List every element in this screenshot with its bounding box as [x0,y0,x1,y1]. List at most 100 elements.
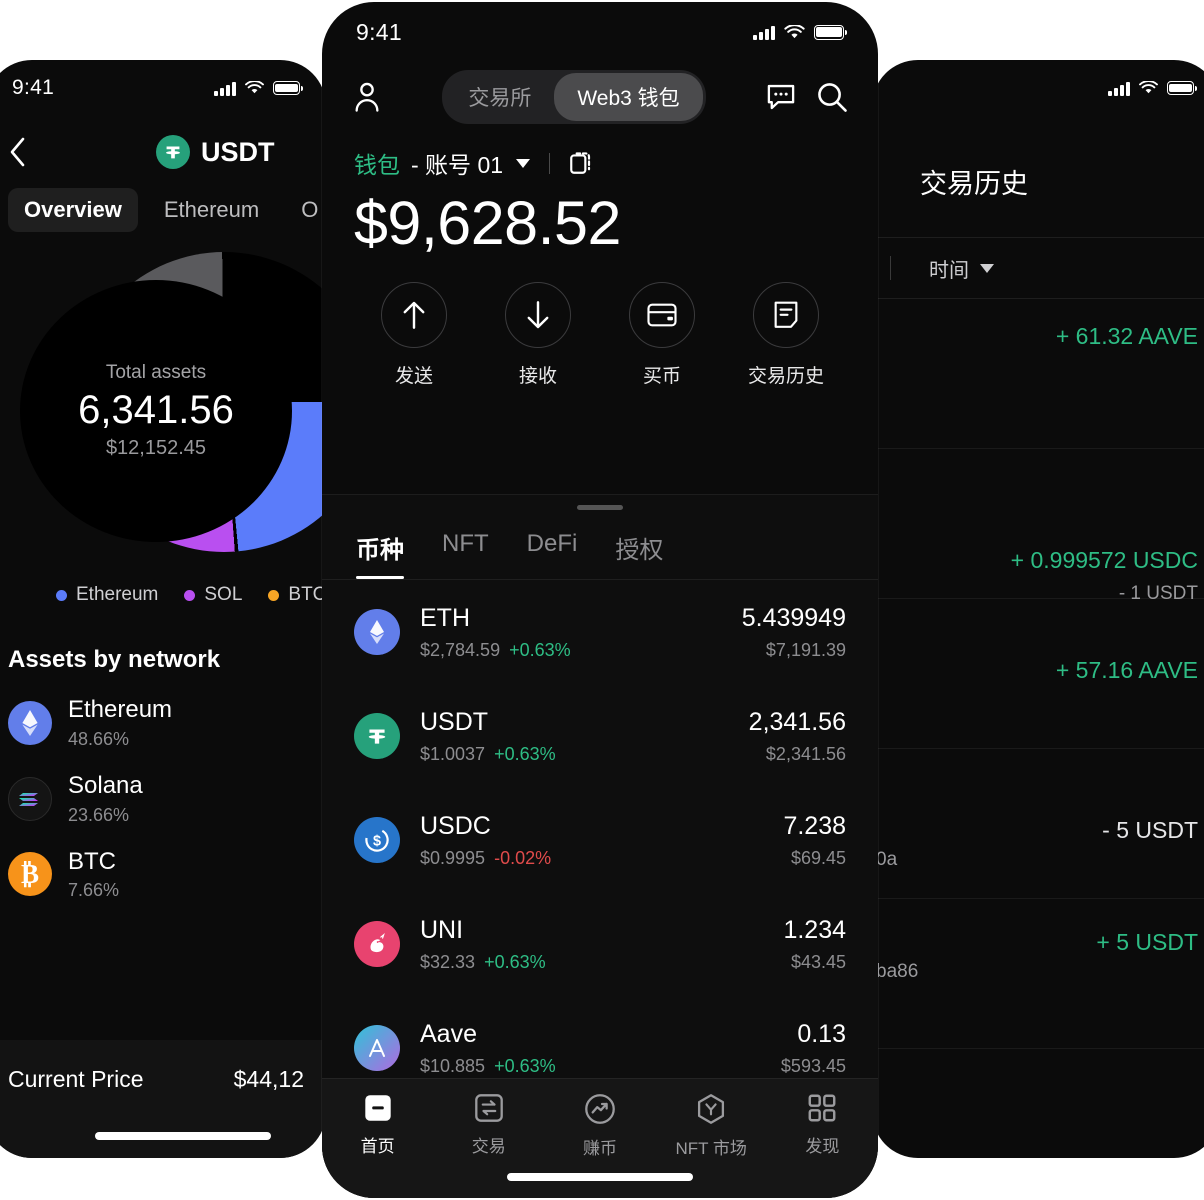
nft-icon [698,1094,725,1124]
left-title-text: USDT [201,136,275,167]
action-history[interactable]: 交易历史 [724,281,848,388]
left-tab-ethereum[interactable]: Ethereum [163,197,260,222]
network-row-ethereum[interactable]: Ethereum 48.66% [0,674,326,750]
tab-nft[interactable]: NFT [442,530,489,557]
status-icons [1108,81,1197,96]
token-row-aave[interactable]: Aave $10.885 +0.63% 0.13 $593.45 [354,996,846,1100]
sheet-grabber[interactable] [577,505,623,510]
network-text: BTC 7.66% [68,848,119,902]
token-list: ETH $2,784.59 +0.63% 5.439949 $7,191.39 [322,580,878,1100]
btc-icon: ₿ [8,852,52,897]
token-symbol: USDT [420,708,489,737]
legend-dot-icon [184,589,196,601]
donut-legend: Ethereum SOL BTC [0,576,326,606]
token-value: $7,191.39 [765,639,846,660]
chevron-left-icon[interactable] [8,136,28,168]
mode-segmented-control: 交易所 Web3 钱包 [442,70,706,124]
network-row-solana[interactable]: Solana 23.66% [0,750,326,826]
tab-approvals[interactable]: 授权 [615,537,664,564]
tabbar-label: 交易 [471,1137,506,1156]
token-row-usdt[interactable]: USDT $1.0037 +0.63% 2,341.56 $2,341.56 [354,684,846,788]
wifi-icon [245,81,264,94]
tx-amount: + 0.999572 USDC [1010,547,1198,573]
tabbar-label: 发现 [805,1137,840,1156]
bottom-tab-bar: 首页 交易 [322,1078,878,1198]
network-name: Ethereum [68,696,173,723]
token-subline: $0.9995 -0.02% [420,848,783,869]
tabbar-item-discover[interactable]: 发现 [767,1093,878,1157]
token-row-uni[interactable]: UNI $32.33 +0.63% 1.234 $43.45 [354,892,846,996]
wallet-selector[interactable]: 钱包 - 账号 01 [322,124,878,180]
left-header: USDT [0,116,326,172]
right-phone-screen: 交易历史 时间 + 61.32 AAVE + 0.999572 USDC - 1… [872,60,1204,1158]
token-row-usdc[interactable]: $ USDC $0.9995 -0.02% 7.238 $ [354,788,846,892]
left-tab-other[interactable]: O [301,197,319,222]
token-row-eth[interactable]: ETH $2,784.59 +0.63% 5.439949 $7,191.39 [354,580,846,684]
tabbar-item-trade[interactable]: 交易 [433,1093,544,1157]
action-label: 买币 [642,365,681,387]
table-row[interactable]: + 5 USDT ba86 [872,899,1204,1049]
token-value: $2,341.56 [765,743,846,764]
person-icon[interactable] [352,81,382,113]
filter-time[interactable]: 时间 [929,254,994,283]
table-row[interactable]: + 57.16 AAVE [872,599,1204,749]
filter-separator [890,256,891,280]
tx-amount: + 5 USDT [1096,929,1198,955]
tabbar-label: NFT 市场 [675,1139,747,1158]
arrow-down-icon [505,281,571,348]
segment-web3-wallet[interactable]: Web3 钱包 [554,73,703,121]
action-send[interactable]: 发送 [352,281,476,388]
tab-defi[interactable]: DeFi [526,530,578,557]
tx-amount: - 5 USDT [1102,817,1198,843]
tab-coins[interactable]: 币种 [356,530,404,579]
tabbar-item-home[interactable]: 首页 [322,1093,433,1157]
wifi-icon [784,24,805,38]
copy-icon[interactable] [569,150,593,176]
network-row-btc[interactable]: ₿ BTC 7.66% [0,826,326,902]
search-icon[interactable] [816,81,848,113]
history-filter-bar: 时间 [872,237,1204,299]
table-row[interactable]: - 5 USDT 0a [872,749,1204,899]
tabbar-item-nft[interactable]: NFT 市场 [656,1093,767,1159]
header-actions [766,81,848,113]
action-receive[interactable]: 接收 [476,281,600,388]
legend-item: BTC [268,584,326,606]
token-subline: $1.0037 +0.63% [420,744,749,765]
legend-dot-icon [268,589,280,601]
legend-item: Ethereum [56,584,158,606]
segment-exchange[interactable]: 交易所 [468,87,532,110]
right-status-bar [872,60,1204,116]
home-indicator [507,1173,693,1181]
token-holdings: 7.238 $69.45 [783,811,846,868]
cellular-bars-icon [214,81,236,96]
center-phone: 9:41 交易所 Web3 [322,2,878,1198]
left-tab-overview[interactable]: Overview [8,188,138,232]
token-symbol: ETH [420,604,470,633]
tab-rule [322,579,878,580]
token-price: $32.33 [420,951,476,972]
table-row[interactable]: + 61.32 AAVE [872,299,1204,449]
chat-bubble-icon[interactable] [766,82,796,112]
card-icon [629,281,695,348]
eth-icon [354,609,400,655]
token-subline: $10.885 +0.63% [420,1056,781,1077]
tabbar-label: 首页 [360,1137,395,1156]
donut-center: Total assets 6,341.56 $12,152.45 [20,280,292,542]
donut-hole [20,280,292,542]
center-status-bar: 9:41 [322,2,878,62]
token-info: USDC $0.9995 -0.02% [420,811,783,868]
tx-address-fragment: ba86 [876,961,919,982]
token-symbol: USDC [420,812,491,841]
cellular-bars-icon [1108,81,1130,96]
token-price: $10.885 [420,1055,486,1076]
chevron-down-icon[interactable] [516,158,531,168]
token-subline: $32.33 +0.63% [420,952,783,973]
swap-icon [474,1094,503,1122]
table-row[interactable]: + 0.999572 USDC - 1 USDT [872,449,1204,604]
center-phone-screen: 9:41 交易所 Web3 [322,2,878,1198]
filter-time-label: 时间 [929,259,969,282]
usdc-icon: $ [354,817,400,863]
wallet-balance: $9,628.52 [354,189,621,257]
action-buy[interactable]: 买币 [600,281,724,388]
tabbar-item-earn[interactable]: 赚币 [544,1093,655,1159]
